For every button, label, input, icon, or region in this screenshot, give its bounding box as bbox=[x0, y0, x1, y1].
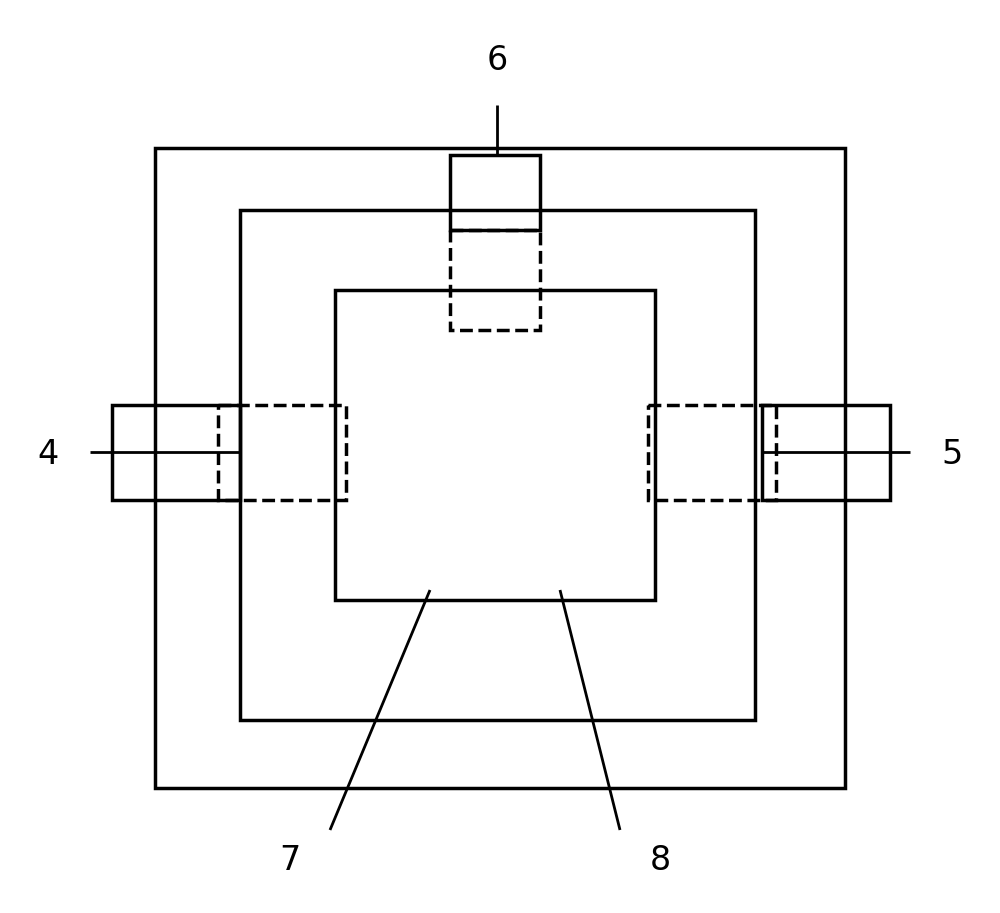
Bar bbox=[218, 405, 346, 500]
Text: 5: 5 bbox=[941, 438, 963, 471]
Bar bbox=[335, 290, 655, 600]
Bar bbox=[450, 155, 540, 230]
Text: 4: 4 bbox=[37, 438, 59, 471]
Bar bbox=[762, 405, 890, 500]
Bar bbox=[450, 230, 540, 330]
Bar bbox=[240, 210, 755, 720]
Bar bbox=[155, 148, 845, 788]
Bar bbox=[112, 405, 240, 500]
Text: 6: 6 bbox=[486, 44, 508, 77]
Bar bbox=[648, 405, 776, 500]
Text: 7: 7 bbox=[279, 844, 301, 876]
Text: 8: 8 bbox=[649, 844, 671, 876]
